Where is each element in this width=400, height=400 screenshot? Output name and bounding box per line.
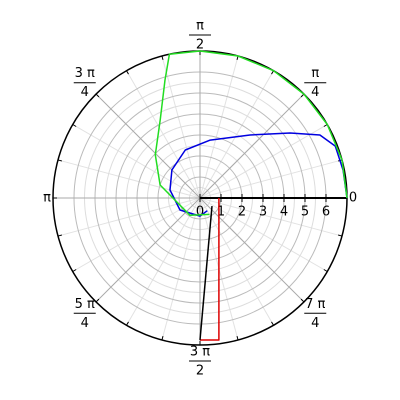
theta-tick-denominator: 4 [81,316,89,331]
outer-tick [161,335,164,341]
theta-tick-denominator: 4 [311,85,319,100]
theta-tick-denominator: 4 [81,85,89,100]
outer-tick [72,269,77,272]
theta-tick-numerator: 7 π [305,297,325,312]
outer-tick [271,321,274,326]
theta-tick-numerator: 3 π [190,345,210,360]
r-tick-label: 5 [301,205,309,220]
outer-tick [236,335,239,341]
theta-tick-denominator: 2 [196,364,204,379]
theta-tick-numerator: π [311,66,319,81]
outer-tick [323,269,328,272]
theta-tick-numerator: 3 π [75,66,95,81]
outer-tick [95,298,100,303]
r-tick-label: 4 [280,205,288,220]
polar-line [200,198,220,341]
outer-tick [57,159,63,162]
spoke [199,197,305,303]
polar-line [199,206,213,341]
r-tick-label: 6 [322,205,330,220]
theta-tick-denominator: 2 [196,38,204,53]
polar-line [154,50,348,217]
polar-line [169,132,348,217]
r-tick-label: 2 [238,205,246,220]
theta-tick-numerator: 5 π [75,297,95,312]
outer-tick [126,70,129,75]
r-tick-label: 1 [217,205,225,220]
outer-tick [72,124,77,127]
outer-tick [300,298,305,303]
theta-tick-numerator: π [196,19,204,34]
outer-tick [161,55,164,61]
r-tick-label: 3 [259,205,267,220]
theta-tick-denominator: 4 [311,316,319,331]
theta-tick-label: π [43,191,51,206]
outer-tick [337,234,343,237]
spoke [95,197,201,303]
outer-tick [57,234,63,237]
r-tick-label: 0 [196,205,204,220]
theta-tick-label: 0 [349,191,357,206]
spoke [199,93,305,199]
spoke [95,93,201,199]
outer-tick [126,321,129,326]
outer-tick [95,93,100,98]
